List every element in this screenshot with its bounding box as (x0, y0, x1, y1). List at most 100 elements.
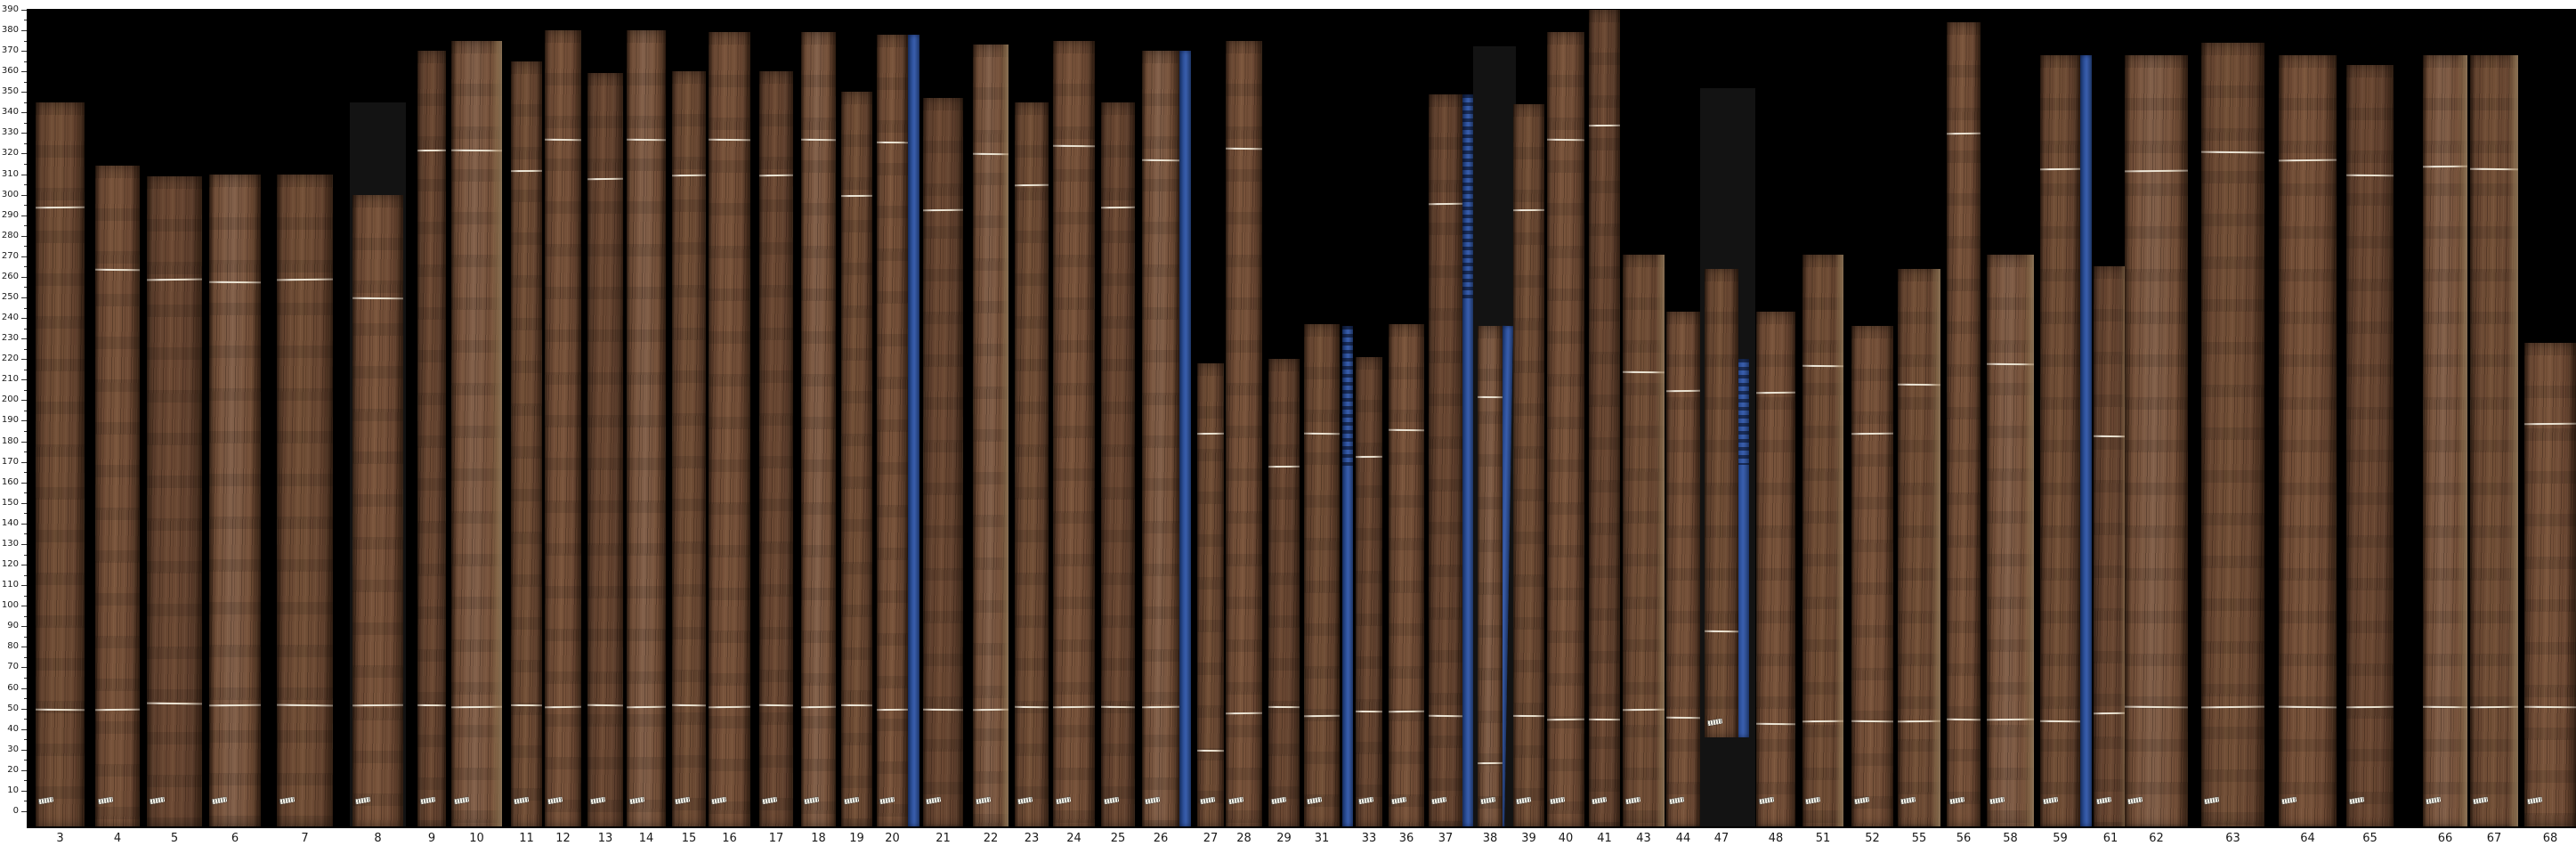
board-40[interactable] (1546, 32, 1585, 826)
board-44[interactable] (1665, 312, 1701, 826)
chalk-mark (1851, 433, 1894, 435)
board-12[interactable] (544, 29, 582, 826)
chalk-mark (922, 208, 964, 211)
chalk-mark (1986, 362, 2035, 366)
y-tick-150 (21, 502, 27, 504)
chalk-mark (1014, 183, 1049, 187)
board-id-label-19: 19 (849, 832, 864, 845)
board-48[interactable] (1755, 312, 1796, 826)
board-id-label-6: 6 (231, 832, 239, 845)
board-id-label-52: 52 (1865, 832, 1880, 845)
board-41[interactable] (1588, 9, 1621, 826)
board-68[interactable] (2523, 342, 2576, 826)
board-55[interactable] (1897, 268, 1941, 827)
y-minor-tick-55 (24, 698, 27, 700)
y-tick-300 (21, 194, 27, 196)
board-7[interactable] (276, 174, 334, 826)
y-minor-tick-155 (24, 492, 27, 494)
board-id-label-43: 43 (1636, 832, 1651, 845)
board-14[interactable] (626, 29, 667, 826)
blue-stick-separator (1342, 326, 1353, 826)
board-29[interactable] (1268, 359, 1300, 826)
y-tick-label-210: 210 (1, 374, 19, 385)
board-13[interactable] (587, 73, 624, 826)
y-tick-40 (21, 728, 27, 730)
y-tick-90 (21, 626, 27, 628)
barcode-sticker (1549, 796, 1566, 805)
y-tick-label-20: 20 (7, 764, 19, 775)
board-id-label-31: 31 (1314, 832, 1330, 845)
board-43[interactable] (1622, 254, 1665, 827)
chalk-mark (94, 268, 141, 271)
board-63[interactable] (2200, 42, 2265, 826)
y-tick-200 (21, 400, 27, 402)
chalk-mark (1512, 714, 1545, 717)
board-31[interactable] (1303, 324, 1341, 826)
board-37[interactable] (1428, 94, 1463, 826)
board-id-label-26: 26 (1153, 832, 1169, 845)
board-51[interactable] (1802, 254, 1844, 827)
board-33[interactable] (1355, 356, 1383, 826)
board-38[interactable] (1477, 326, 1503, 826)
board-15[interactable] (671, 71, 707, 826)
y-tick-label-310: 310 (1, 168, 19, 179)
board-11[interactable] (510, 61, 543, 826)
y-minor-tick-45 (24, 719, 27, 720)
board-21[interactable] (922, 98, 964, 826)
board-58[interactable] (1986, 254, 2035, 827)
board-22[interactable] (972, 45, 1009, 826)
y-tick-230 (21, 338, 27, 340)
board-59[interactable] (2039, 54, 2081, 826)
barcode-sticker (2526, 796, 2543, 805)
board-39[interactable] (1512, 104, 1545, 826)
chalk-mark (1052, 706, 1096, 709)
board-67[interactable] (2469, 54, 2519, 827)
board-id-label-48: 48 (1768, 832, 1784, 845)
y-tick-label-100: 100 (1, 600, 19, 611)
board-id-label-23: 23 (1024, 832, 1040, 845)
board-25[interactable] (1100, 102, 1136, 826)
board-4[interactable] (94, 166, 141, 826)
board-id-label-11: 11 (519, 832, 534, 845)
y-tick-280 (21, 235, 27, 237)
board-27[interactable] (1196, 362, 1225, 826)
y-tick-label-290: 290 (1, 209, 19, 220)
board-8[interactable] (352, 194, 404, 826)
barcode-sticker (1706, 718, 1723, 727)
y-tick-240 (21, 318, 27, 320)
board-20[interactable] (876, 34, 909, 826)
y-minor-tick-365 (24, 61, 27, 62)
board-10[interactable] (450, 40, 503, 826)
board-64[interactable] (2278, 54, 2337, 826)
board-6[interactable] (208, 174, 262, 826)
board-17[interactable] (758, 71, 794, 826)
board-3[interactable] (35, 102, 85, 826)
board-28[interactable] (1225, 40, 1263, 826)
board-47[interactable] (1704, 268, 1739, 737)
board-24[interactable] (1052, 40, 1096, 826)
chalk-mark (1477, 761, 1503, 764)
barcode-sticker (1357, 796, 1374, 805)
board-65[interactable] (2345, 65, 2394, 826)
y-minor-tick-295 (24, 205, 27, 207)
board-9[interactable] (417, 51, 447, 826)
barcode-sticker (453, 796, 470, 805)
board-26[interactable] (1141, 51, 1180, 826)
board-52[interactable] (1851, 326, 1894, 826)
board-66[interactable] (2422, 54, 2468, 827)
chalk-mark (510, 169, 543, 173)
board-23[interactable] (1014, 102, 1049, 826)
board-19[interactable] (840, 92, 873, 826)
y-minor-tick-65 (24, 677, 27, 679)
board-16[interactable] (708, 32, 751, 826)
board-18[interactable] (800, 32, 837, 826)
board-36[interactable] (1388, 324, 1425, 826)
board-56[interactable] (1946, 21, 1981, 826)
board-62[interactable] (2124, 54, 2189, 826)
chalk-mark (922, 708, 964, 711)
board-61[interactable] (2093, 266, 2128, 826)
y-minor-tick-335 (24, 122, 27, 124)
board-5[interactable] (146, 175, 203, 826)
y-tick-10 (21, 790, 27, 792)
y-minor-tick-95 (24, 615, 27, 617)
